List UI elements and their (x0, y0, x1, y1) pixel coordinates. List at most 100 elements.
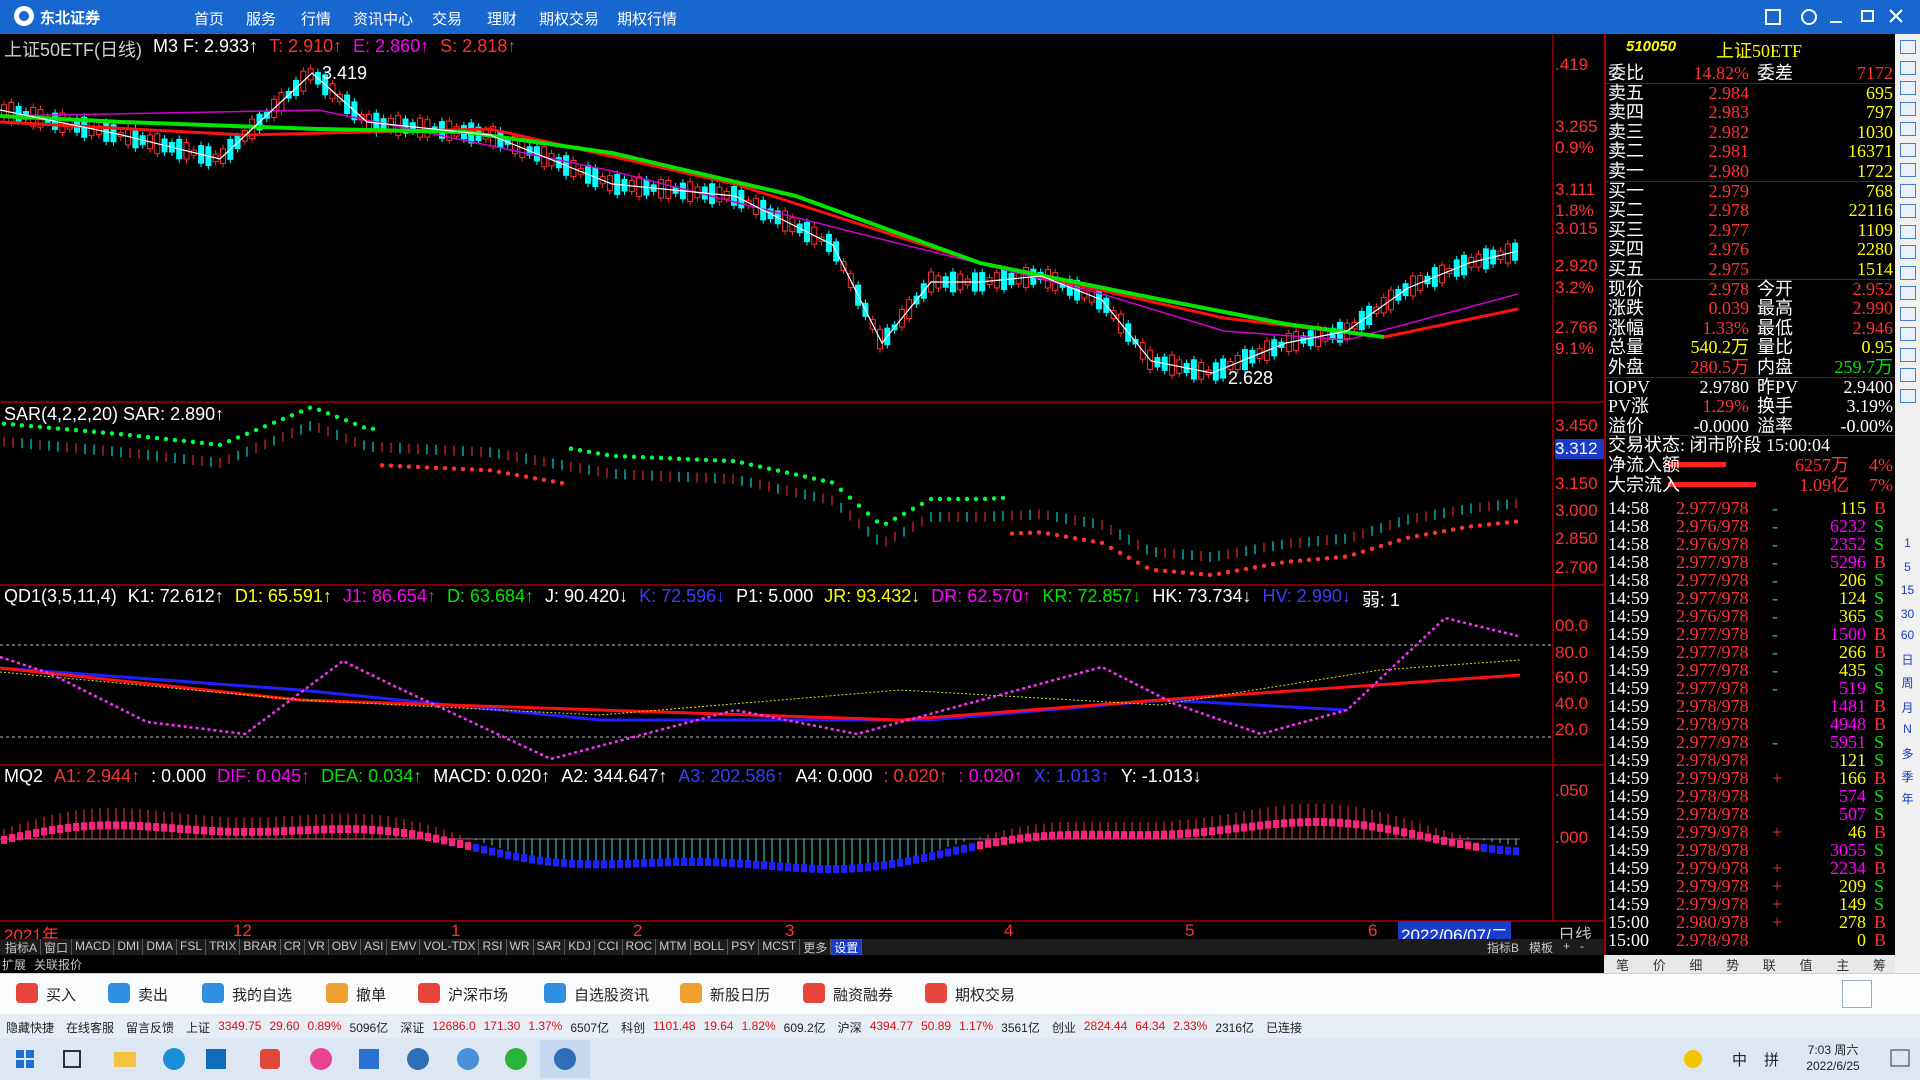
indicator-tab[interactable]: VR (305, 939, 329, 956)
indicator-tab[interactable]: BRAR (240, 939, 281, 956)
quote-tab[interactable]: 价 (1652, 958, 1666, 973)
indicator-tab[interactable]: DMA (143, 939, 178, 956)
template-tab[interactable]: - (1580, 939, 1585, 953)
side-icon[interactable] (1900, 204, 1916, 218)
menu-item[interactable]: 期权行情 (617, 11, 678, 28)
indicator-tab[interactable]: PSY (728, 939, 760, 956)
indicator-tab[interactable]: 更多 (800, 939, 832, 956)
add-button[interactable] (1842, 980, 1872, 1008)
indicator-tab[interactable]: ASI (361, 939, 388, 956)
clock-date[interactable]: 2022/6/25 (1806, 1059, 1860, 1073)
indicator-tab[interactable]: ROC (623, 939, 657, 956)
period-button[interactable]: 日 (1901, 653, 1914, 667)
menu-item[interactable]: 资讯中心 (353, 11, 414, 28)
app-icon[interactable] (554, 1048, 576, 1070)
ime-layout[interactable]: 拼 (1764, 1052, 1780, 1069)
period-button[interactable]: N (1903, 722, 1912, 736)
menu-item[interactable]: 理财 (487, 11, 518, 28)
side-icon[interactable] (1900, 327, 1916, 341)
toolbar-button[interactable]: 买入 (46, 987, 77, 1004)
tray-icon[interactable] (1684, 1050, 1702, 1068)
toolbar-button[interactable]: 我的自选 (232, 987, 293, 1004)
app-icon[interactable] (310, 1048, 332, 1070)
toolbar-button[interactable]: 卖出 (138, 987, 169, 1004)
grid-icon[interactable] (1765, 9, 1781, 25)
menu-item[interactable]: 交易 (432, 11, 463, 28)
toolbar-button[interactable]: 融资融券 (833, 987, 894, 1004)
period-button[interactable]: 5 (1904, 560, 1911, 574)
menu-item[interactable]: 首页 (194, 11, 225, 28)
indicator-tab[interactable]: VOL-TDX (420, 939, 480, 956)
side-icon[interactable] (1900, 81, 1916, 95)
store-icon[interactable] (206, 1049, 226, 1069)
indicator-tab[interactable]: EMV (387, 939, 421, 956)
close-button[interactable] (1889, 9, 1903, 23)
settings-icon[interactable] (1801, 9, 1817, 25)
menu-item[interactable]: 服务 (246, 11, 277, 28)
toolbar-button[interactable]: 撤单 (356, 987, 387, 1004)
template-tab[interactable]: 模板 (1529, 941, 1554, 955)
period-button[interactable]: 多 (1901, 747, 1914, 761)
app-icon[interactable] (407, 1048, 429, 1070)
period-button[interactable]: 60 (1900, 628, 1915, 642)
indicator-tab[interactable]: WR (507, 939, 534, 956)
notification-icon[interactable] (1890, 1049, 1910, 1067)
clock-time[interactable]: 7:03 周六 (1807, 1043, 1859, 1057)
task-view[interactable] (63, 1050, 81, 1068)
quote-tab[interactable]: 细 (1689, 958, 1703, 973)
period-button[interactable]: 周 (1901, 676, 1914, 690)
indicator-tab[interactable]: DMI (114, 939, 144, 956)
side-icon[interactable] (1900, 101, 1916, 116)
indicator-tab[interactable]: MCST (759, 939, 801, 956)
side-icon[interactable] (1900, 265, 1916, 280)
status-link[interactable]: 在线客服 (66, 1021, 115, 1035)
template-tab[interactable]: 指标B (1487, 941, 1520, 955)
period-button[interactable]: 季 (1901, 770, 1914, 784)
app-icon[interactable] (457, 1048, 479, 1070)
explorer-icon[interactable] (114, 1052, 136, 1067)
indicator-tab[interactable]: CCI (595, 939, 623, 956)
indicator-tab[interactable]: MTM (656, 939, 691, 956)
quote-tab[interactable]: 筹 (1872, 958, 1886, 973)
toolbar-button[interactable]: 新股日历 (710, 987, 771, 1004)
toolbar-button[interactable]: 期权交易 (955, 987, 1016, 1004)
side-icon[interactable] (1900, 224, 1916, 239)
indicator-tab[interactable]: OBV (329, 939, 362, 956)
ime-mode[interactable]: 中 (1732, 1052, 1748, 1069)
side-icon[interactable] (1900, 142, 1916, 157)
side-icon[interactable] (1900, 286, 1916, 300)
side-icon[interactable] (1900, 183, 1916, 198)
side-icon[interactable] (1900, 347, 1916, 362)
indicator-tab[interactable]: 设置 (831, 939, 863, 956)
menu-item[interactable]: 期权交易 (539, 11, 600, 28)
period-button[interactable]: 15 (1900, 583, 1915, 597)
indicator-tab[interactable]: RSI (479, 939, 507, 956)
edge-icon[interactable] (163, 1048, 185, 1070)
wechat-icon[interactable] (505, 1048, 527, 1070)
period-button[interactable]: 月 (1901, 701, 1914, 715)
quote-tab[interactable]: 笔 (1616, 958, 1630, 973)
side-icon[interactable] (1900, 40, 1916, 54)
app-icon[interactable] (359, 1049, 379, 1069)
period-button[interactable]: 年 (1901, 792, 1914, 806)
quote-tab[interactable]: 联 (1762, 958, 1776, 973)
side-icon[interactable] (1900, 60, 1916, 75)
side-icon[interactable] (1900, 245, 1916, 259)
status-link[interactable]: 留言反馈 (126, 1021, 175, 1035)
indicator-tab[interactable]: MACD (72, 939, 115, 956)
status-link[interactable]: 隐藏快捷 (6, 1021, 55, 1035)
menu-item[interactable]: 行情 (301, 11, 332, 28)
extend-item[interactable]: 扩展 (2, 958, 27, 972)
quote-tab[interactable]: 势 (1726, 958, 1740, 973)
restore-button[interactable] (1861, 10, 1874, 22)
toolbar-button[interactable]: 自选股资讯 (574, 987, 650, 1004)
quote-tab[interactable]: 值 (1799, 958, 1813, 973)
quote-tab[interactable]: 主 (1836, 958, 1850, 973)
side-icon[interactable] (1900, 368, 1916, 382)
indicator-tab[interactable]: KDJ (565, 939, 595, 956)
indicator-tab[interactable]: TRIX (206, 939, 241, 956)
indicator-tab[interactable]: CR (281, 939, 306, 956)
indicator-tab[interactable]: BOLL (691, 939, 729, 956)
side-icon[interactable] (1900, 122, 1916, 136)
side-icon[interactable] (1900, 163, 1916, 177)
